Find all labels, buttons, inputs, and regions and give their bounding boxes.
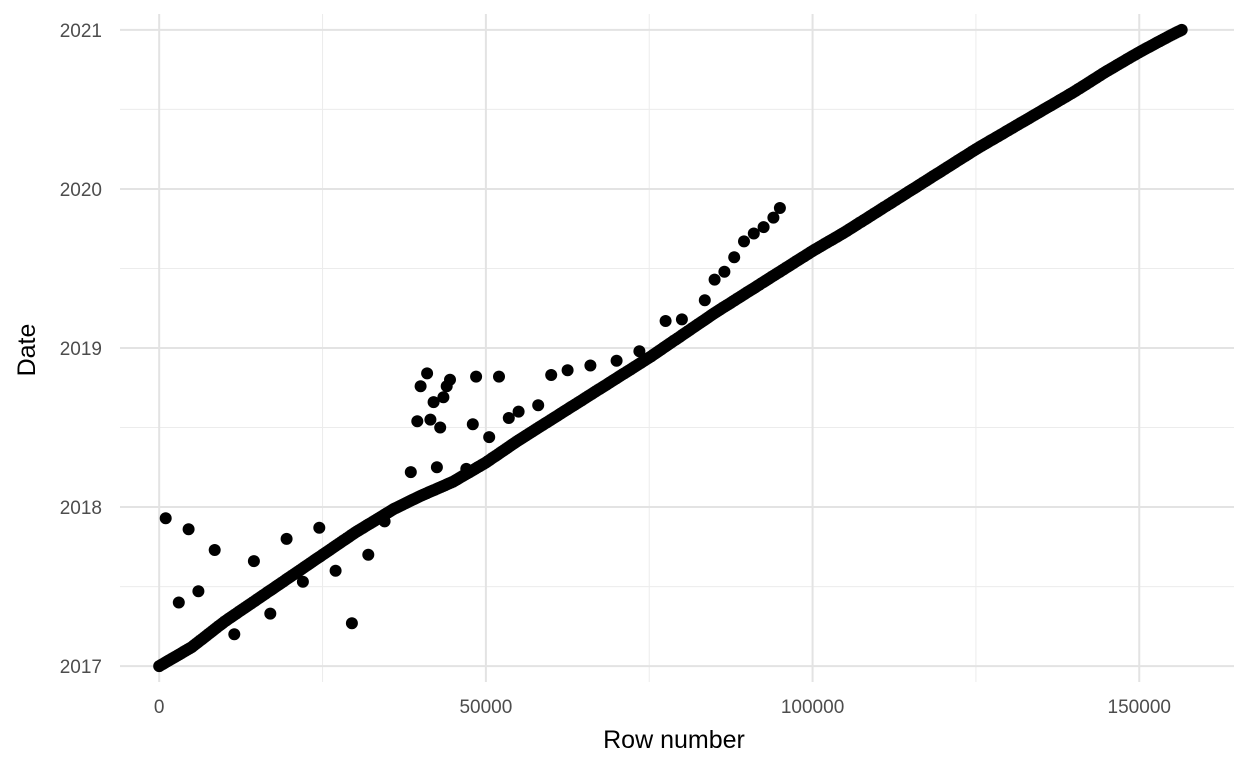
data-point: [192, 585, 205, 598]
data-point: [421, 367, 434, 380]
data-point: [545, 369, 558, 381]
data-point: [296, 575, 309, 588]
y-axis-tick-labels: 2017 2018 2019 2020 2021: [60, 21, 102, 678]
x-axis-tick-labels: 0 50000 100000 150000: [154, 697, 1171, 718]
data-point: [329, 564, 342, 577]
data-point: [280, 532, 293, 545]
y-tick-label: 2020: [60, 180, 102, 201]
data-point: [659, 315, 672, 327]
data-point: [584, 359, 597, 372]
data-point: [460, 462, 473, 475]
data-point: [738, 235, 750, 248]
x-tick-label: 150000: [1108, 697, 1171, 718]
data-point: [470, 370, 483, 383]
data-point: [159, 512, 172, 525]
data-point: [757, 221, 770, 234]
y-tick-label: 2018: [60, 498, 102, 519]
data-point: [493, 370, 505, 383]
data-point: [427, 396, 440, 409]
data-point: [512, 405, 525, 418]
data-point: [767, 211, 780, 224]
data-point: [708, 273, 721, 286]
data-point: [633, 345, 646, 358]
data-point: [434, 421, 447, 434]
data-point: [561, 364, 574, 377]
data-point: [437, 391, 450, 404]
data-point: [208, 544, 221, 556]
data-point: [444, 373, 456, 386]
data-point: [345, 617, 358, 630]
data-point: [414, 380, 427, 393]
data-point: [411, 415, 424, 428]
data-point: [728, 251, 741, 264]
data-point: [718, 265, 731, 278]
y-tick-label: 2019: [60, 339, 102, 360]
data-point: [502, 412, 515, 424]
x-tick-label: 0: [154, 697, 165, 718]
data-point: [747, 227, 760, 240]
data-point: [264, 607, 277, 620]
data-point: [1175, 23, 1188, 36]
data-point: [675, 313, 688, 326]
x-tick-label: 100000: [781, 697, 844, 718]
y-axis-title: Date: [13, 324, 41, 377]
data-point: [532, 399, 545, 412]
data-points: [153, 23, 1188, 673]
data-point: [430, 461, 443, 474]
data-point: [313, 521, 326, 534]
x-tick-label: 50000: [459, 697, 512, 718]
y-tick-label: 2017: [60, 657, 102, 678]
x-axis-title: Row number: [603, 726, 745, 754]
data-point: [378, 515, 391, 528]
data-point: [247, 555, 260, 568]
data-point: [698, 294, 711, 307]
y-tick-label: 2021: [60, 21, 102, 42]
data-point: [404, 466, 417, 479]
data-point: [610, 354, 623, 367]
data-point: [362, 548, 375, 561]
data-point: [773, 202, 786, 214]
data-point: [228, 628, 241, 641]
data-point: [424, 413, 437, 426]
data-point: [466, 418, 479, 431]
major-gridlines: [120, 14, 1234, 682]
data-point: [483, 431, 496, 444]
data-point: [172, 596, 185, 609]
data-point: [182, 523, 195, 536]
